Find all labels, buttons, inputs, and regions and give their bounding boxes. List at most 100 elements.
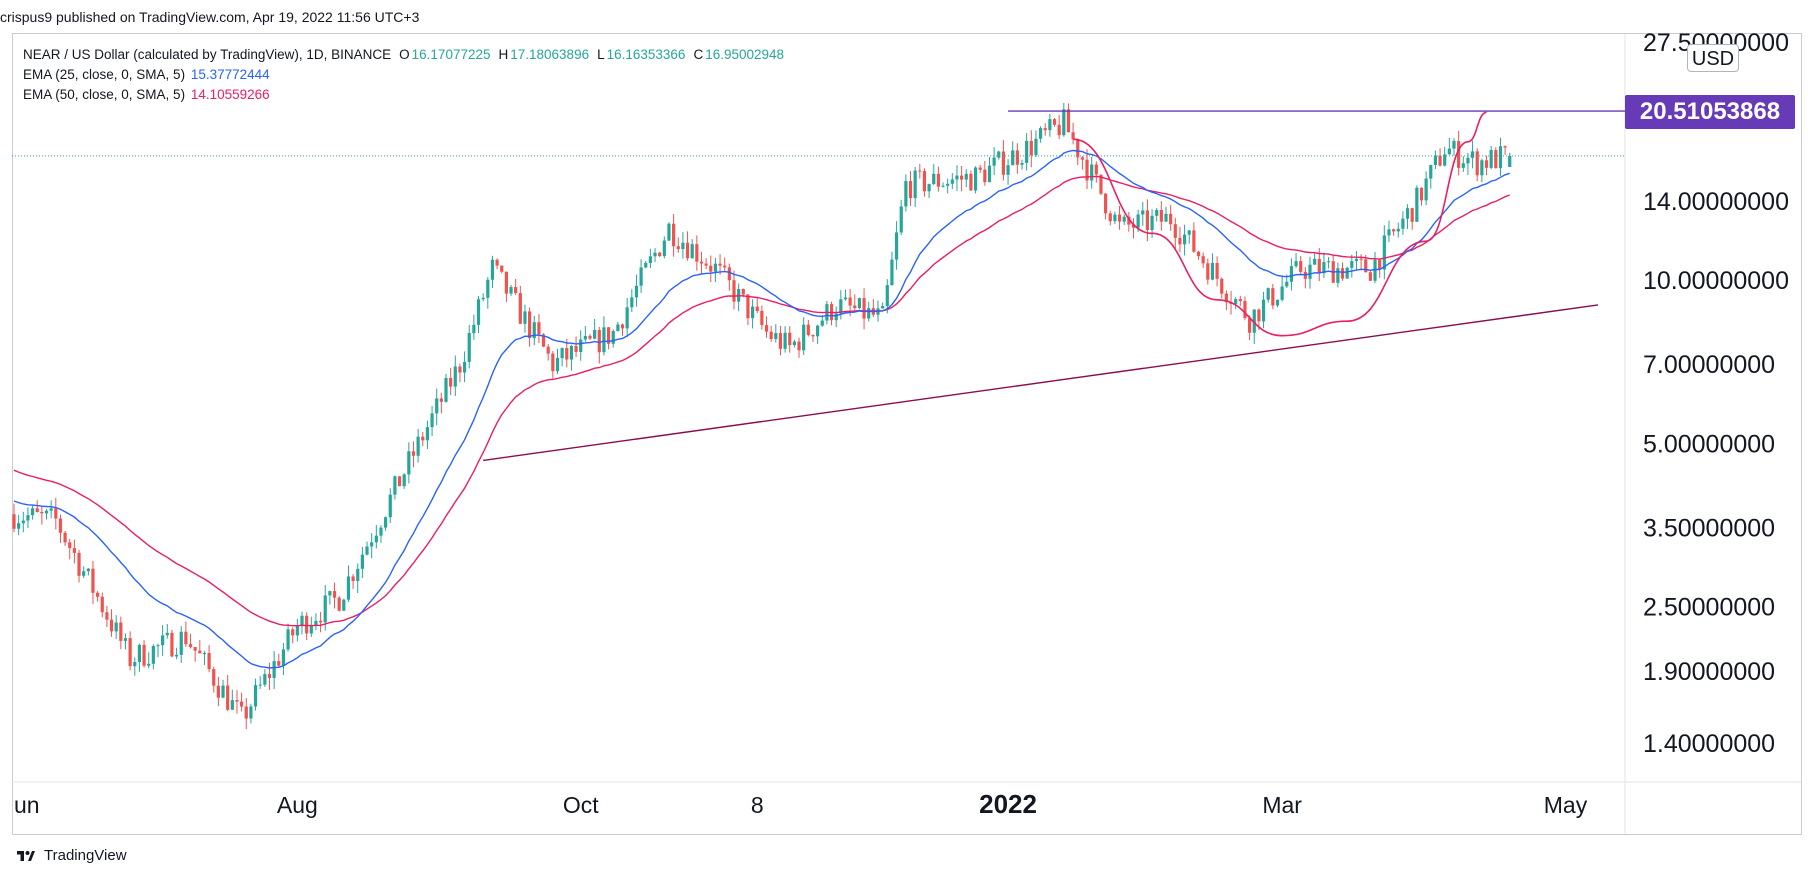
candle-body bbox=[1080, 157, 1084, 160]
candle-body bbox=[314, 620, 318, 626]
candle-body bbox=[425, 427, 430, 441]
candle-body bbox=[978, 167, 982, 170]
candle-body bbox=[639, 267, 643, 286]
candle-body bbox=[337, 597, 341, 611]
candle-body bbox=[193, 647, 197, 651]
candle-body bbox=[788, 332, 792, 346]
currency-badge[interactable]: USD bbox=[1687, 44, 1739, 72]
candle-body bbox=[704, 263, 708, 266]
candle-body bbox=[1494, 150, 1498, 169]
candle-body bbox=[890, 259, 894, 286]
candle-body bbox=[509, 287, 513, 294]
candle-body bbox=[490, 259, 495, 280]
candle-body bbox=[435, 398, 439, 414]
low-value: 16.16353366 bbox=[606, 47, 686, 62]
candle-body bbox=[1317, 258, 1321, 274]
candle-body bbox=[1447, 148, 1451, 155]
candle-body bbox=[997, 151, 1001, 158]
candle-body bbox=[272, 661, 276, 678]
x-tick-label: 8 bbox=[751, 792, 764, 818]
candle-body bbox=[388, 494, 392, 518]
y-tick-label: 1.40000000 bbox=[1643, 730, 1775, 758]
candle-body bbox=[1127, 216, 1131, 225]
chart-legend: NEAR / US Dollar (calculated by TradingV… bbox=[23, 45, 784, 105]
tradingview-brand[interactable]: TradingView bbox=[14, 847, 127, 864]
candle-body bbox=[35, 508, 39, 512]
candle-body bbox=[1131, 224, 1136, 228]
candle-body bbox=[1090, 164, 1094, 181]
candle-body bbox=[1071, 132, 1075, 140]
candle-body bbox=[1322, 262, 1326, 274]
candle-body bbox=[1136, 214, 1140, 228]
candle-body bbox=[1145, 210, 1150, 231]
candle-body bbox=[407, 451, 411, 475]
candle-body bbox=[309, 625, 313, 634]
candle-body bbox=[1034, 138, 1038, 156]
candle-body bbox=[960, 175, 964, 180]
candle-body bbox=[1266, 288, 1270, 300]
candle-body bbox=[318, 620, 323, 623]
candle-body bbox=[955, 175, 959, 180]
candle-body bbox=[1257, 309, 1261, 322]
candle-body bbox=[430, 413, 434, 428]
candle-body bbox=[397, 476, 402, 487]
candle-body bbox=[1373, 259, 1377, 281]
candle-body bbox=[1336, 268, 1340, 283]
candle-body bbox=[1480, 160, 1484, 176]
x-tick-label: un bbox=[14, 792, 40, 818]
candle-body bbox=[653, 252, 657, 257]
publisher-line: crispus9 published on TradingView.com, A… bbox=[0, 9, 420, 25]
candle-body bbox=[495, 259, 499, 266]
ema50-label: EMA (50, close, 0, SMA, 5) bbox=[23, 87, 186, 102]
candle-body bbox=[681, 242, 685, 250]
candle-body bbox=[555, 358, 560, 372]
candle-body bbox=[291, 629, 295, 636]
candle-body bbox=[263, 674, 267, 685]
candle-body bbox=[82, 571, 86, 576]
candle-body bbox=[119, 622, 123, 641]
candle-body bbox=[723, 265, 727, 268]
candle-body bbox=[1405, 208, 1410, 219]
ema50-row: EMA (50, close, 0, SMA, 5) 14.10559266 bbox=[23, 85, 784, 105]
candle-body bbox=[198, 650, 202, 654]
candle-body bbox=[188, 644, 193, 648]
candle-body bbox=[862, 298, 866, 319]
candle-body bbox=[444, 378, 448, 402]
candle-body bbox=[77, 552, 81, 576]
candle-body bbox=[611, 331, 615, 344]
candle-body bbox=[1392, 229, 1396, 232]
candle-body bbox=[783, 332, 787, 349]
symbol-row: NEAR / US Dollar (calculated by TradingV… bbox=[23, 45, 784, 65]
candle-body bbox=[1001, 151, 1006, 175]
close-value: 16.95002948 bbox=[705, 47, 785, 62]
candle-body bbox=[1215, 262, 1219, 279]
ema25-line bbox=[13, 149, 1510, 669]
candle-body bbox=[690, 244, 694, 259]
candle-body bbox=[1164, 213, 1168, 222]
candle-body bbox=[1387, 229, 1391, 236]
candle-body bbox=[1419, 187, 1424, 201]
candle-body bbox=[1206, 263, 1210, 280]
candle-body bbox=[1192, 230, 1196, 252]
candle-body bbox=[1085, 159, 1089, 181]
candle-body bbox=[421, 436, 425, 441]
candle-body bbox=[481, 297, 485, 300]
candle-body bbox=[300, 615, 304, 626]
candle-body bbox=[983, 169, 987, 183]
candle-body bbox=[518, 293, 522, 324]
candle-body bbox=[1508, 155, 1512, 168]
candle-body bbox=[616, 324, 620, 332]
candle-body bbox=[1117, 214, 1122, 222]
candle-body bbox=[1410, 208, 1414, 222]
candle-body bbox=[202, 653, 207, 655]
y-tick-label: 3.50000000 bbox=[1643, 514, 1775, 542]
candle-body bbox=[281, 649, 286, 666]
candle-body bbox=[1382, 235, 1386, 270]
candle-body bbox=[857, 298, 862, 309]
candle-body bbox=[54, 508, 58, 519]
high-label: H bbox=[498, 47, 509, 62]
candle-body bbox=[802, 324, 806, 351]
candle-body bbox=[332, 591, 337, 598]
candle-body bbox=[230, 700, 234, 710]
